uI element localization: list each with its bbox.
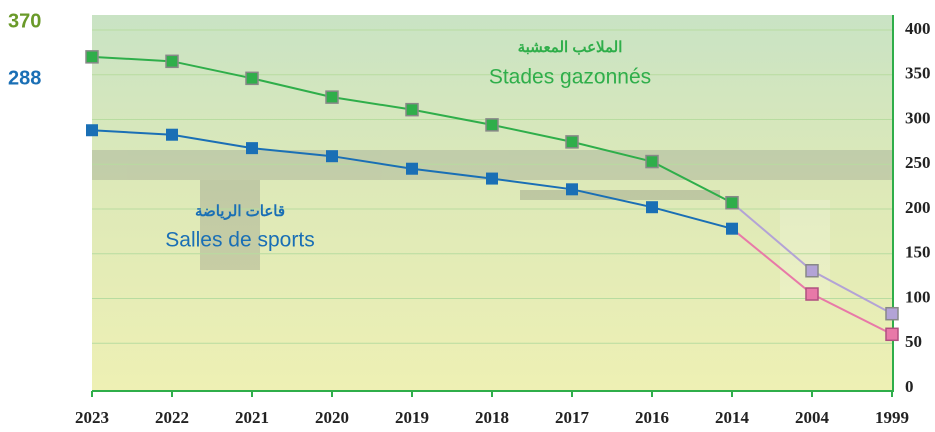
series-label-ar: قاعات الرياضة	[195, 203, 285, 220]
y-tick-label: 350	[905, 64, 931, 83]
y-tick-label: 0	[905, 377, 914, 396]
data-point	[885, 306, 899, 321]
data-point	[725, 195, 739, 210]
series-label: Salles de sports	[165, 229, 314, 252]
data-point	[646, 201, 658, 214]
data-point	[246, 142, 258, 155]
x-tick-label: 2004	[795, 408, 830, 427]
x-tick-label: 2016	[635, 408, 669, 427]
x-tick-label: 2022	[155, 408, 189, 427]
data-point	[485, 118, 499, 132]
y-tick-label: 150	[905, 243, 931, 262]
x-tick-label: 2017	[555, 408, 590, 427]
y-tick-label: 50	[905, 332, 922, 351]
x-tick-label: 1999	[875, 408, 909, 427]
x-tick-label: 2019	[395, 408, 429, 427]
x-tick-label: 2018	[475, 408, 509, 427]
plot-background	[92, 15, 893, 392]
data-point	[325, 90, 339, 104]
data-point	[405, 102, 419, 117]
y-tick-label: 250	[905, 153, 931, 172]
series-label-ar: الملاعب المعشبة	[518, 39, 623, 56]
data-point	[406, 162, 418, 175]
data-point	[566, 183, 578, 196]
data-point	[86, 124, 98, 137]
y-tick-label: 400	[905, 19, 931, 38]
data-point	[85, 50, 99, 64]
y-tick-label: 300	[905, 108, 931, 127]
data-point	[645, 154, 659, 169]
y-tick-label: 200	[905, 198, 931, 217]
series-label: Stades gazonnés	[489, 66, 651, 89]
data-point	[805, 287, 819, 301]
data-point	[165, 54, 179, 69]
data-point	[486, 172, 498, 185]
y-tick-label: 100	[905, 287, 931, 306]
photo-texture	[92, 150, 893, 300]
data-point	[726, 222, 738, 235]
x-tick-label: 2021	[235, 408, 269, 427]
data-point	[326, 150, 338, 163]
data-point	[166, 128, 178, 141]
x-tick-label: 2020	[315, 408, 349, 427]
x-tick-label: 2023	[75, 408, 109, 427]
x-tick-label: 2014	[715, 408, 750, 427]
annotation: 288	[8, 67, 41, 89]
data-point	[805, 264, 819, 278]
data-point	[245, 71, 259, 86]
data-point	[885, 327, 899, 342]
data-point	[565, 135, 579, 149]
annotation: 370	[8, 10, 41, 32]
